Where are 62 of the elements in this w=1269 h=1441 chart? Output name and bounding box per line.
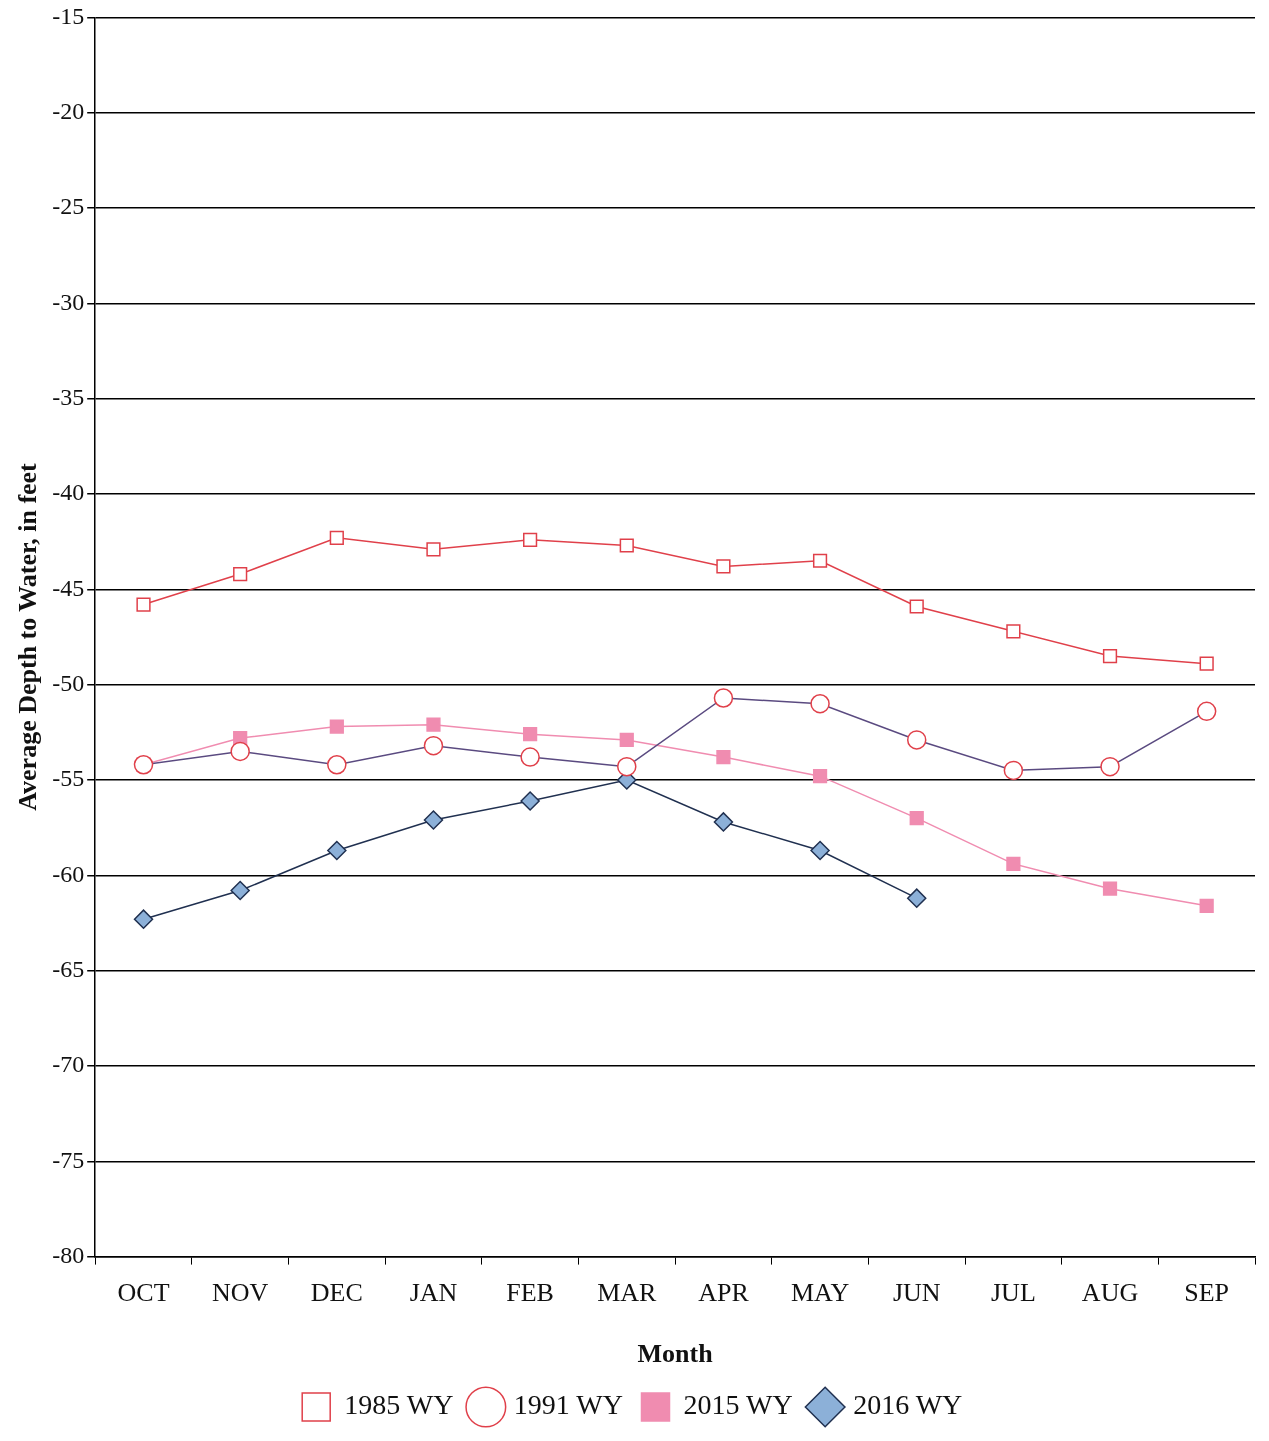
- x-tick-label: MAY: [790, 1278, 850, 1308]
- y-tick-label: -50: [52, 669, 85, 696]
- x-tick-label: JAN: [409, 1278, 458, 1308]
- point: [233, 566, 248, 582]
- x-tick-label: NOV: [212, 1278, 269, 1308]
- point: [329, 719, 344, 734]
- y-axis-title: Average Depth to Water, in feet: [13, 462, 43, 811]
- y-tick-label: -15: [52, 2, 85, 29]
- point: [1102, 881, 1118, 896]
- x-tick-label: MAR: [597, 1278, 658, 1308]
- point: [812, 553, 828, 568]
- point: [909, 599, 924, 614]
- point: [1199, 656, 1214, 671]
- point: [133, 909, 154, 929]
- point: [909, 811, 924, 826]
- point: [426, 542, 441, 557]
- x-tick-label: DEC: [310, 1278, 363, 1308]
- point: [426, 717, 441, 732]
- point: [810, 840, 830, 861]
- y-tick-label: -35: [52, 383, 85, 410]
- point: [327, 840, 347, 861]
- y-tick-label: -30: [52, 288, 85, 315]
- x-tick-label: JUN: [892, 1278, 941, 1308]
- point: [1102, 648, 1118, 664]
- point: [716, 749, 731, 765]
- point: [230, 880, 250, 901]
- point: [812, 769, 828, 784]
- y-tick-label: -70: [52, 1051, 85, 1078]
- point: [1199, 898, 1214, 913]
- x-tick-label: APR: [698, 1278, 750, 1308]
- x-tick-label: FEB: [506, 1278, 554, 1308]
- point: [906, 888, 927, 908]
- point: [520, 791, 540, 811]
- y-tick-label: -60: [52, 860, 85, 887]
- point: [423, 810, 444, 830]
- point: [716, 559, 731, 574]
- point: [619, 732, 634, 748]
- y-tick-label: -75: [52, 1146, 85, 1173]
- legend-label: 2015 WY: [683, 1389, 793, 1421]
- x-axis-title: Month: [637, 1339, 714, 1369]
- point: [523, 532, 538, 547]
- x-tick-label: SEP: [1184, 1278, 1230, 1308]
- y-tick-label: -40: [52, 479, 85, 506]
- y-tick-label: -25: [52, 193, 85, 220]
- x-tick-label: AUG: [1081, 1278, 1139, 1308]
- point: [329, 530, 344, 545]
- y-tick-label: -80: [52, 1241, 85, 1268]
- point: [713, 812, 734, 832]
- x-tick-label: OCT: [117, 1278, 170, 1308]
- y-tick-label: -65: [52, 955, 85, 982]
- legend-label: 1985 WY: [344, 1389, 454, 1421]
- y-tick-label: -45: [52, 574, 85, 601]
- point: [136, 597, 151, 612]
- y-tick-label: -20: [52, 98, 85, 125]
- point: [619, 538, 634, 553]
- point: [523, 727, 538, 742]
- x-tick-label: JUL: [990, 1278, 1036, 1308]
- legend-label: 1991 WY: [513, 1389, 624, 1421]
- point: [1006, 856, 1021, 871]
- point: [1006, 624, 1021, 639]
- legend-label: 2016 WY: [853, 1389, 963, 1421]
- y-tick-label: -55: [52, 765, 85, 792]
